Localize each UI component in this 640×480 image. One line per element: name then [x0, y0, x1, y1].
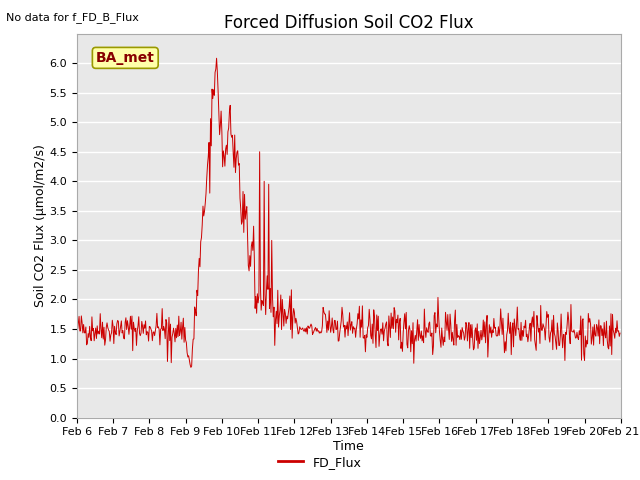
Y-axis label: Soil CO2 Flux (μmol/m2/s): Soil CO2 Flux (μmol/m2/s) [33, 144, 47, 307]
Title: Forced Diffusion Soil CO2 Flux: Forced Diffusion Soil CO2 Flux [224, 14, 474, 32]
X-axis label: Time: Time [333, 440, 364, 453]
Legend: FD_Flux: FD_Flux [273, 451, 367, 474]
Text: BA_met: BA_met [96, 51, 155, 65]
Text: No data for f_FD_B_Flux: No data for f_FD_B_Flux [6, 12, 140, 23]
